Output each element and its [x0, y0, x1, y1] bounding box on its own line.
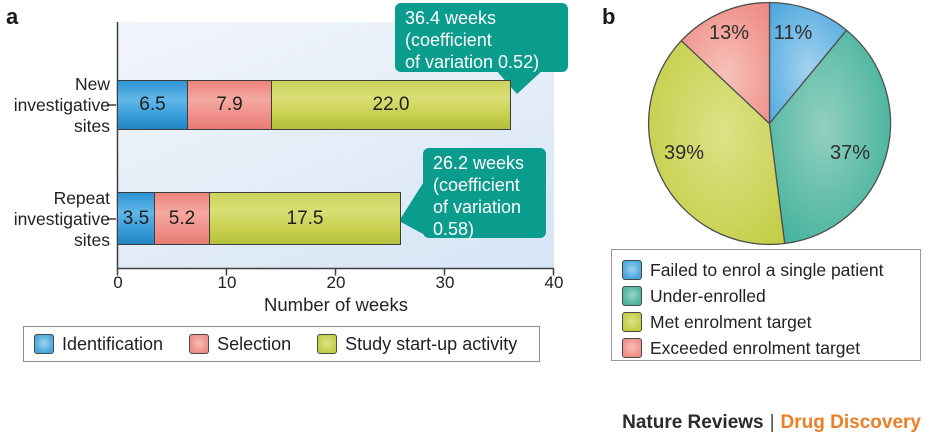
legend-item-selection: Selection [189, 334, 291, 355]
segment-value: 7.9 [216, 94, 243, 115]
x-tick-30: 30 [435, 273, 455, 292]
segment-value: 3.5 [122, 207, 150, 229]
startup-swatch-icon [317, 334, 338, 354]
x-axis-title: Number of weeks [264, 294, 408, 315]
pie-label-37: 37% [830, 142, 870, 164]
pie-slice-exceeded-target [680, 1, 771, 125]
category-label-repeat-sites: Repeat investigative sites [13, 188, 110, 250]
callout-total-new-sites: 36.4 weeks (coefficient of variation 0.5… [395, 3, 568, 72]
legend-label: Identification [62, 333, 164, 354]
bar-repeat-investigative-sites: 3.5 5.2 17.5 [117, 192, 401, 245]
panel-b-label: b [602, 4, 616, 29]
bar-chart-legend: Identification Selection Study start-up … [23, 326, 540, 362]
legend-item-failed-to-enrol: Failed to enrol a single patient [622, 257, 920, 283]
credit-separator: | [769, 412, 775, 433]
pie-chart-legend: Failed to enrol a single patient Under-e… [611, 249, 921, 361]
bar-segment-identification: 6.5 [117, 80, 188, 130]
pie-label-11: 11% [774, 22, 813, 44]
legend-label: Met enrolment target [650, 311, 812, 332]
journal-credit: Nature Reviews | Drug Discovery [622, 412, 921, 434]
x-tick-0: 0 [113, 273, 123, 292]
pie-slice-under-enrolled [768, 29, 892, 245]
pie-slice-met-target [647, 40, 786, 246]
selection-swatch-icon [189, 334, 210, 354]
x-tick-20: 20 [326, 273, 346, 292]
identification-swatch-icon [34, 334, 54, 354]
pie-label-39: 39% [664, 142, 704, 164]
legend-label: Failed to enrol a single patient [650, 259, 884, 280]
bar-new-investigative-sites: 6.5 7.9 22.0 [117, 80, 511, 130]
met-target-swatch-icon [622, 312, 642, 332]
bar-segment-selection: 5.2 [153, 192, 211, 245]
panel-a-label: a [6, 4, 19, 29]
bar-segment-identification: 3.5 [117, 192, 155, 245]
legend-label: Under-enrolled [650, 285, 766, 306]
legend-label: Selection [217, 333, 292, 354]
exceeded-target-swatch-icon [622, 338, 642, 358]
category-label-new-sites: New investigative sites [13, 74, 110, 136]
failed-swatch-icon [622, 260, 642, 280]
journal-name: Nature Reviews [622, 412, 764, 433]
legend-item-startup: Study start-up activity [317, 334, 517, 355]
legend-item-identification: Identification [34, 334, 163, 355]
pie-slice-failed-to-enrol [768, 1, 848, 125]
legend-item-exceeded-target: Exceeded enrolment target [622, 335, 920, 361]
legend-label: Exceeded enrolment target [650, 337, 861, 358]
legend-item-under-enrolled: Under-enrolled [622, 283, 920, 309]
x-tick-10: 10 [217, 273, 237, 292]
legend-label: Study start-up activity [345, 333, 518, 354]
legend-item-met-target: Met enrolment target [622, 309, 920, 335]
under-enrolled-swatch-icon [622, 286, 642, 306]
segment-value: 5.2 [168, 207, 196, 229]
pie-chart: 11% 37% 39% 13% [647, 1, 892, 246]
segment-value: 6.5 [139, 94, 166, 115]
pie-label-13: 13% [709, 22, 749, 44]
bar-segment-startup: 22.0 [271, 80, 511, 130]
segment-value: 17.5 [286, 207, 324, 229]
callout-total-repeat-sites: 26.2 weeks (coefficient of variation 0.5… [423, 148, 546, 239]
bar-segment-startup: 17.5 [209, 192, 401, 245]
journal-section: Drug Discovery [780, 412, 921, 433]
bar-segment-selection: 7.9 [186, 80, 273, 130]
segment-value: 22.0 [372, 94, 410, 115]
x-tick-40: 40 [544, 273, 564, 292]
